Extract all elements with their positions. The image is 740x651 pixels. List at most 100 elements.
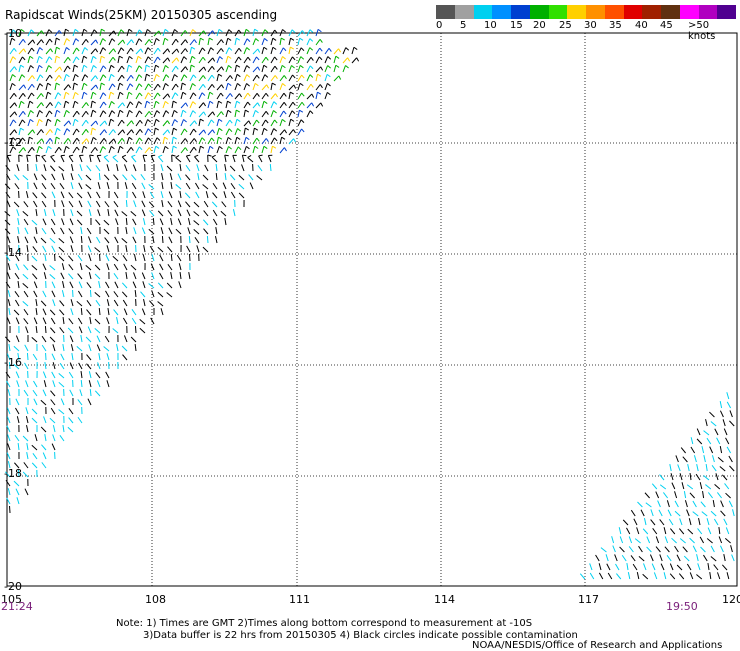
wind-barb	[81, 335, 82, 342]
wind-barb	[199, 84, 205, 90]
wind-barb	[708, 492, 712, 498]
wind-barb	[122, 175, 127, 180]
wind-barb	[46, 57, 52, 63]
wind-barb	[262, 85, 269, 90]
wind-barb	[19, 65, 24, 72]
lon-label-114: 114	[434, 593, 455, 606]
wind-barb	[96, 201, 100, 207]
wind-barb	[226, 120, 232, 126]
wind-barb	[23, 301, 28, 306]
wind-barb	[73, 39, 79, 45]
wind-barb	[77, 193, 82, 198]
wind-barb	[19, 128, 24, 135]
wind-barb	[190, 121, 197, 126]
wind-barb	[135, 326, 136, 333]
wind-barb	[17, 416, 19, 423]
wind-barb	[80, 164, 82, 171]
wind-barb	[114, 273, 118, 279]
wind-barb	[253, 93, 259, 99]
wind-barb	[25, 228, 28, 234]
wind-barb	[207, 236, 208, 243]
wind-barb	[731, 545, 733, 552]
wind-barb	[91, 40, 98, 45]
wind-barb	[216, 227, 217, 234]
wind-barb	[262, 128, 267, 135]
wind-barb	[709, 412, 714, 417]
wind-barb	[727, 572, 729, 579]
wind-barb	[653, 528, 657, 534]
wind-barb	[115, 282, 118, 288]
wind-barb	[154, 111, 160, 117]
wind-barb	[118, 146, 123, 153]
wind-barb	[280, 38, 285, 45]
wind-barb	[79, 201, 82, 207]
wind-barb	[678, 464, 681, 471]
wind-barb	[69, 372, 73, 378]
wind-barb	[271, 38, 276, 45]
wind-barb	[689, 518, 691, 525]
wind-barb	[154, 128, 159, 135]
wind-barb	[50, 238, 55, 243]
wind-barb	[23, 265, 28, 270]
wind-barb	[37, 56, 42, 63]
wind-barb	[26, 380, 28, 387]
wind-barb	[123, 355, 127, 360]
wind-barb	[244, 66, 250, 72]
wind-barb	[231, 192, 235, 198]
wind-barb	[181, 40, 188, 45]
wind-barb	[32, 256, 37, 261]
wind-barb	[28, 40, 35, 45]
wind-barb	[69, 192, 73, 198]
wind-barb	[289, 102, 295, 108]
wind-barb	[64, 74, 69, 81]
wind-barb	[190, 102, 196, 108]
wind-barb	[280, 119, 285, 126]
wind-barb	[696, 474, 700, 480]
wind-barb	[14, 202, 19, 207]
wind-barb	[50, 418, 55, 423]
wind-barb	[113, 328, 118, 333]
wind-barb	[26, 191, 28, 198]
wind-barb	[187, 210, 190, 216]
wind-barb	[710, 572, 711, 579]
wind-barb	[627, 563, 628, 570]
wind-barb	[140, 319, 145, 324]
wind-barb	[14, 310, 19, 315]
wind-barb	[109, 111, 115, 117]
wind-barb	[42, 183, 46, 189]
wind-barb	[154, 65, 159, 72]
wind-barb	[50, 337, 55, 342]
wind-barb	[79, 327, 82, 333]
legend-label: >50 knots	[688, 20, 736, 42]
wind-barb	[690, 473, 691, 480]
wind-barb	[53, 344, 55, 351]
wind-barb	[99, 173, 100, 180]
wind-barb	[643, 529, 648, 534]
wind-barb	[10, 83, 15, 90]
wind-barb	[188, 227, 190, 234]
wind-barb	[660, 485, 666, 489]
wind-barb	[171, 218, 172, 225]
wind-barb	[91, 128, 96, 135]
wind-barb	[724, 554, 725, 561]
wind-barb	[161, 308, 163, 315]
wind-barb	[61, 399, 64, 405]
wind-barb	[149, 301, 154, 306]
legend-swatch	[586, 5, 605, 19]
wind-barb	[96, 237, 100, 243]
wind-barb	[253, 128, 258, 135]
wind-barb	[608, 573, 612, 579]
wind-barb	[32, 265, 37, 270]
wind-barb	[325, 83, 331, 90]
wind-barb	[641, 510, 644, 516]
wind-barb	[91, 101, 96, 108]
wind-barb	[186, 155, 190, 162]
wind-barb	[60, 327, 64, 333]
wind-barb	[726, 493, 731, 498]
wind-barb	[89, 209, 91, 216]
wind-barb	[289, 130, 296, 135]
wind-barb	[100, 102, 106, 108]
wind-barb	[178, 174, 181, 180]
wind-barb	[33, 354, 37, 360]
wind-barb	[235, 74, 240, 81]
